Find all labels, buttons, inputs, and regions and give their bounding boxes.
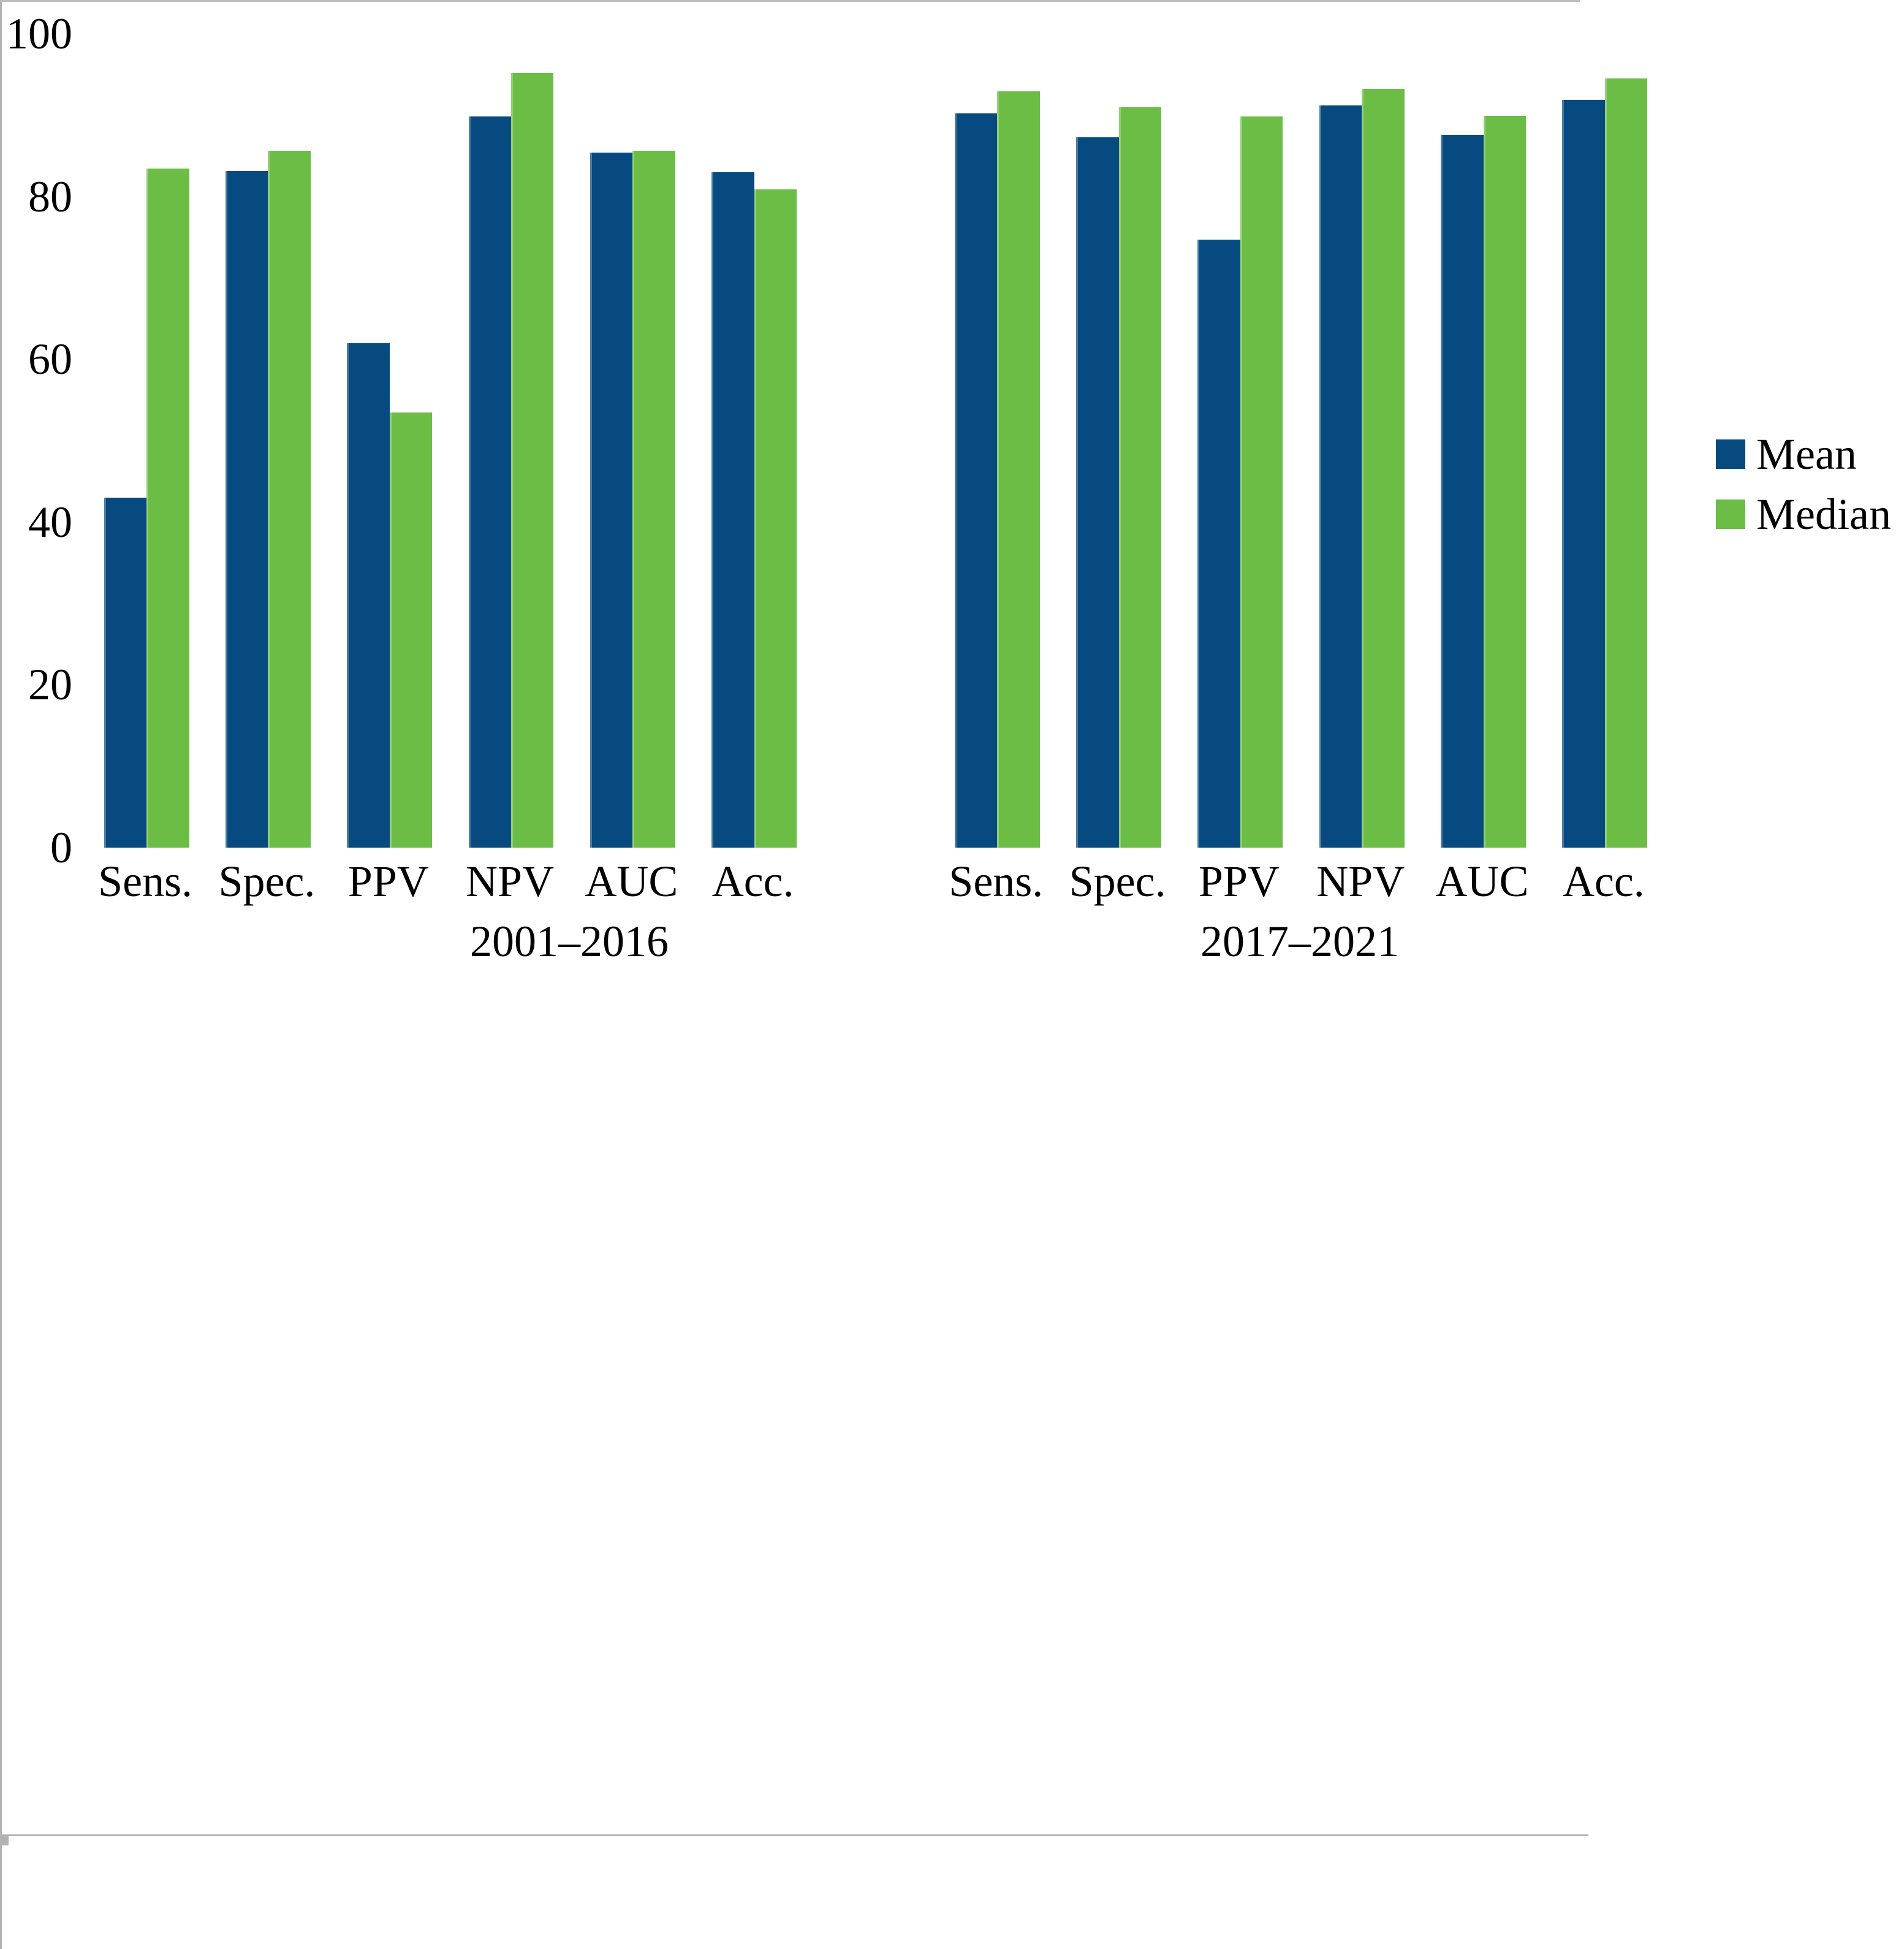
bar-median-2017–2021-PPV	[1240, 116, 1283, 848]
category-label-spec: Spec.	[1069, 857, 1166, 906]
bar-median-2001–2016-AUC	[632, 151, 675, 848]
y-tick-label-100: 100	[6, 9, 72, 58]
y-tick-label-40: 40	[28, 497, 72, 547]
bar-mean-2001–2016-AUC	[590, 152, 633, 848]
category-label-sens: Sens.	[949, 857, 1044, 906]
bar-mean-2001–2016-Sens.	[104, 497, 147, 848]
bar-median-2017–2021-Spec.	[1118, 107, 1161, 848]
bar-mean-2001–2016-PPV	[347, 343, 390, 848]
bar-mean-2017–2021-Sens.	[954, 113, 998, 848]
plot-border-right	[0, 918, 2, 1834]
category-label-auc: AUC	[1435, 857, 1529, 906]
mean-color-swatch-icon	[1716, 439, 1745, 469]
legend-label-mean: Mean	[1756, 429, 1857, 479]
legend-label-median: Median	[1756, 489, 1891, 539]
y-tick-label-60: 60	[28, 335, 72, 384]
group-label-1: 2001–2016	[470, 917, 669, 966]
bar-mean-2001–2016-Spec.	[226, 171, 268, 848]
legend-item-median: Median	[1716, 487, 1891, 541]
bar-mean-2017–2021-Acc.	[1562, 99, 1605, 848]
bar-median-2017–2021-Sens.	[997, 91, 1040, 848]
bar-mean-2017–2021-Spec.	[1076, 137, 1119, 848]
bar-median-2001–2016-PPV	[389, 412, 433, 848]
bar-mean-2001–2016-NPV	[468, 116, 512, 848]
legend: Mean Median	[1716, 0, 1904, 974]
gridline-100	[0, 0, 1580, 2]
bar-median-2017–2021-AUC	[1483, 116, 1526, 848]
bar-mean-2017–2021-PPV	[1197, 239, 1240, 848]
category-label-npv: NPV	[466, 857, 555, 906]
bar-mean-2017–2021-NPV	[1319, 105, 1362, 848]
bar-median-2017–2021-Acc.	[1604, 78, 1648, 848]
y-tick-label-20: 20	[28, 660, 72, 710]
bar-mean-2001–2016-Acc.	[711, 172, 754, 848]
category-separator	[0, 1901, 2, 1949]
category-label-spec: Spec.	[218, 857, 316, 906]
category-label-acc: Acc.	[1562, 857, 1645, 906]
category-separator	[0, 1845, 2, 1901]
bar-median-2001–2016-Sens.	[146, 169, 189, 848]
y-tick-label-80: 80	[28, 172, 72, 221]
plot-border-left	[0, 2, 2, 918]
category-label-npv: NPV	[1316, 857, 1405, 906]
group-label-2: 2017–2021	[1200, 917, 1399, 966]
bar-median-2001–2016-Acc.	[754, 189, 797, 848]
bar-mean-2017–2021-AUC	[1441, 134, 1484, 848]
median-color-swatch-icon	[1716, 500, 1745, 529]
category-label-ppv: PPV	[1198, 857, 1280, 906]
bar-median-2001–2016-NPV	[511, 72, 554, 848]
bar-median-2001–2016-Spec.	[268, 151, 311, 848]
category-label-auc: AUC	[585, 857, 678, 906]
category-label-ppv: PPV	[347, 857, 429, 906]
legend-item-mean: Mean	[1716, 427, 1857, 481]
category-label-acc: Acc.	[711, 857, 794, 906]
bar-median-2017–2021-NPV	[1362, 89, 1405, 848]
x-axis-line	[0, 1834, 1588, 1836]
category-label-sens: Sens.	[98, 857, 193, 906]
y-tick-label-0: 0	[50, 823, 72, 872]
